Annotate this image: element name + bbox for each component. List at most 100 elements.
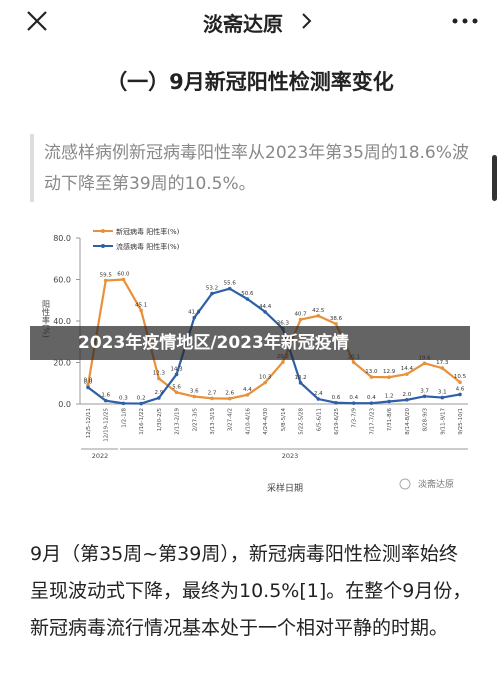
data-label: 0.2 <box>137 396 146 402</box>
legend-label: 新冠病毒 阳性率(%) <box>116 227 180 236</box>
x-tick-label: 3/13-3/19 <box>210 408 216 435</box>
data-label: 10.3 <box>259 375 272 381</box>
data-label: 55.6 <box>224 281 237 287</box>
data-point <box>440 366 445 370</box>
data-label: 0.4 <box>367 395 376 401</box>
x-tick-label: 4/10-4/16 <box>245 408 251 435</box>
data-point <box>263 380 267 385</box>
data-point <box>121 401 126 406</box>
data-point <box>86 385 90 390</box>
account-title[interactable]: 淡斋达原 <box>203 12 283 36</box>
y-tick-label: 60.0 <box>53 276 71 285</box>
scrollbar <box>492 155 497 201</box>
x-tick-label: 5/22-5/28 <box>299 408 305 435</box>
data-point <box>387 399 391 404</box>
x-tick-label: 2/13-2/19 <box>175 408 181 435</box>
quote-text: 流感样病例新冠病毒阳性率从2023年第35周的18.6%波动下降至第39周的10… <box>44 143 469 194</box>
data-label: 1.2 <box>385 394 394 400</box>
data-label: 4.4 <box>243 387 252 393</box>
data-point <box>245 393 250 397</box>
close-button[interactable] <box>27 11 47 31</box>
data-point <box>369 375 374 379</box>
data-point <box>103 278 108 283</box>
data-point <box>351 360 356 365</box>
title-arrow <box>302 13 312 29</box>
x-tick-label: 8/14-8/20 <box>405 408 411 435</box>
data-label: 40.7 <box>294 312 307 318</box>
x-tick-label: 12/19-12/25 <box>104 408 110 442</box>
data-point <box>422 361 427 366</box>
data-point <box>334 400 338 405</box>
data-label: 2.0 <box>402 392 411 398</box>
x-tick-label: 9/11-9/17 <box>440 408 446 435</box>
data-label: 2.4 <box>314 391 323 397</box>
watermark-icon <box>399 478 411 490</box>
data-label: 2.6 <box>225 391 234 397</box>
data-point <box>210 396 214 401</box>
data-point <box>405 398 409 402</box>
data-point <box>422 394 427 399</box>
x-tick-label: 7/31-8/6 <box>387 407 393 431</box>
chart: 0.0 20.0 40.0 60.0 80.0 阳性率(%) 12/5-12/11 12/19… <box>41 227 468 494</box>
data-label: 9.0 <box>84 377 93 383</box>
x-tick-label: 5/8-5/14 <box>281 407 287 431</box>
data-point <box>298 317 303 322</box>
data-point <box>458 380 462 385</box>
data-point <box>458 392 462 397</box>
data-label: 14.3 <box>170 366 183 372</box>
x-tick-label: 7/17-7/23 <box>369 408 375 435</box>
quote-bar <box>30 134 34 202</box>
watermark: 淡斋达原 <box>418 478 454 490</box>
data-point <box>440 395 445 400</box>
x-tick-label: 2/27-3/5 <box>192 407 198 431</box>
data-label: 59.5 <box>100 273 113 279</box>
more-button[interactable] <box>452 18 478 24</box>
data-label: 41.6 <box>188 310 201 316</box>
data-point <box>369 401 374 405</box>
data-point <box>192 315 197 320</box>
data-label: 50.6 <box>241 291 254 297</box>
data-point <box>227 286 232 291</box>
data-label: 12.9 <box>383 369 396 375</box>
legend-dot <box>101 244 105 248</box>
y-tick-label: 0.0 <box>58 400 71 409</box>
y-tick-label: 40.0 <box>53 317 71 326</box>
data-label: 4.6 <box>456 386 465 392</box>
data-label: 8.0 <box>84 379 93 385</box>
x-tick-label: 1/2-1/8 <box>121 408 127 428</box>
data-label: 5.6 <box>172 384 181 390</box>
data-label: 3.7 <box>420 388 429 394</box>
data-label: 17.3 <box>436 360 449 366</box>
data-label: 36.3 <box>277 321 290 327</box>
data-point <box>139 308 143 313</box>
data-label: 10.5 <box>454 374 467 380</box>
data-point <box>103 398 108 403</box>
x-tick-label: 1/16-1/22 <box>139 408 145 435</box>
x-tick-label: 8/28-9/3 <box>423 407 429 431</box>
year-label: 2023 <box>282 452 299 460</box>
legend-dot <box>101 229 105 233</box>
data-point <box>405 372 409 376</box>
data-label: 0.6 <box>332 395 341 401</box>
x-tick-label: 3/27-4/2 <box>228 408 234 431</box>
data-label: 3.1 <box>438 390 447 396</box>
data-label: 53.2 <box>206 286 218 292</box>
x-tick-label: 7/3-7/9 <box>352 408 358 428</box>
paragraph: 9月（第35周~第39周），新冠病毒阳性检测率始终呈现波动式下降，最终为10.5… <box>30 543 472 639</box>
y-tick-label: 80.0 <box>53 234 71 243</box>
x-tick-label: 4/24-4/30 <box>263 408 269 435</box>
data-label: 60.0 <box>117 272 130 278</box>
data-label: 45.1 <box>135 302 147 308</box>
x-tick-label: 1/30-2/5 <box>157 407 163 431</box>
data-label: 14.4 <box>401 366 414 372</box>
data-point <box>227 396 232 401</box>
section-heading: （一）9月新冠阳性检测率变化 <box>106 70 394 94</box>
data-point <box>245 297 250 301</box>
data-point <box>174 390 179 395</box>
x-tick-label: 6/5-6/11 <box>316 408 322 431</box>
data-point <box>351 401 356 405</box>
data-point <box>139 401 143 406</box>
data-label: 42.5 <box>312 308 325 314</box>
data-label: 12.3 <box>153 370 166 376</box>
